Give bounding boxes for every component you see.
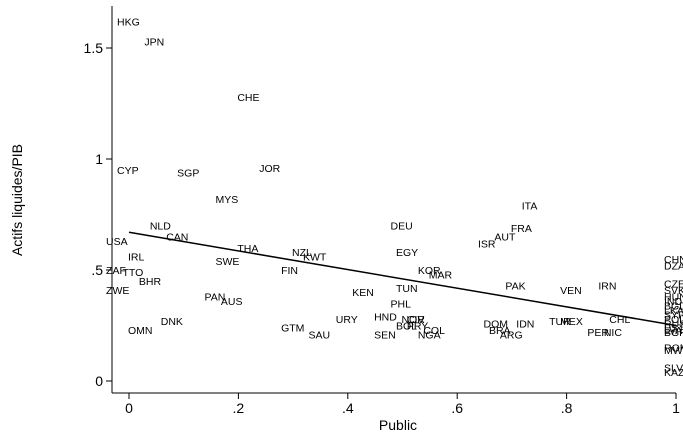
point-label-che: CHE: [237, 92, 259, 104]
point-label-nzl: NZL: [292, 247, 312, 259]
point-label-sen: SEN: [374, 329, 396, 341]
point-label-chn: CHN: [664, 254, 683, 266]
point-label-svk: SVK: [664, 285, 683, 297]
point-label-aus: AUS: [221, 296, 243, 308]
point-label-hkg: HKG: [117, 16, 140, 28]
point-label-nga: NGA: [418, 329, 441, 341]
point-label-tun: TUN: [396, 283, 418, 295]
point-label-aut: AUT: [494, 232, 516, 244]
fit-line-layer: [128, 231, 677, 327]
point-label-cyp: CYP: [117, 165, 139, 177]
point-label-deu: DEU: [391, 221, 413, 233]
point-label-syr: SYR: [664, 309, 683, 321]
x-tick-label: .6: [451, 400, 463, 416]
x-tick-label: 0: [125, 400, 133, 416]
point-label-est: EST: [664, 323, 683, 335]
point-label-jor: JOR: [259, 163, 280, 175]
y-axis-title: Actifs liquides/PIB: [9, 144, 25, 256]
point-label-tha: THA: [237, 243, 258, 255]
point-label-dza: DZA: [664, 261, 683, 273]
point-label-pry: PRY: [407, 321, 428, 333]
point-label-rom: ROM: [664, 343, 683, 355]
point-label-kor: KOR: [418, 265, 441, 277]
fit-line: [128, 231, 677, 327]
x-axis: 0 .2 .4 .6 .8 1: [112, 392, 680, 416]
point-label-omn: OMN: [128, 325, 153, 337]
point-label-egy: EGY: [396, 247, 418, 259]
x-tick-label: .8: [561, 400, 573, 416]
point-label-tto: TTO: [122, 267, 143, 279]
x-tick-label: .2: [233, 400, 245, 416]
point-label-isr: ISR: [478, 238, 496, 250]
x-axis-title: Public: [379, 417, 417, 433]
point-label-nld: NLD: [150, 221, 171, 233]
point-label-arg: ARG: [500, 329, 523, 341]
point-label-dnk: DNK: [161, 316, 183, 328]
point-label-pak: PAK: [505, 281, 525, 293]
point-label-irn: IRN: [598, 281, 616, 293]
point-label-lva: LVA: [664, 325, 682, 337]
point-label-idn: IDN: [516, 318, 534, 330]
y-tick-label: 1.5: [84, 40, 104, 56]
point-label-pol: POL: [664, 314, 683, 326]
point-label-chl: CHL: [609, 314, 630, 326]
y-tick-label: .5: [91, 262, 103, 278]
point-label-phl: PHL: [391, 298, 412, 310]
point-label-can: CAN: [166, 232, 188, 244]
point-label-slv: SLV: [664, 363, 683, 375]
point-label-ind: IND: [664, 296, 683, 308]
point-label-kwt: KWT: [303, 252, 327, 264]
point-label-ken: KEN: [352, 287, 374, 299]
point-label-zwe: ZWE: [106, 285, 129, 297]
point-label-sgp: SGP: [177, 167, 199, 179]
y-tick-label: 0: [95, 373, 103, 389]
x-tick-label: 1: [672, 400, 680, 416]
point-label-fin: FIN: [281, 265, 298, 277]
x-tick-label: .4: [342, 400, 354, 416]
point-label-mys: MYS: [215, 194, 238, 206]
point-label-per: PER: [587, 327, 609, 339]
point-label-ury: URY: [336, 314, 358, 326]
point-label-fra: FRA: [511, 223, 532, 235]
y-tick-label: 1: [95, 151, 103, 167]
point-label-tur: TUR: [549, 316, 571, 328]
point-label-hun: HUN: [664, 292, 683, 304]
point-label-nor: NOR: [401, 314, 425, 326]
point-label-gtm: GTM: [281, 323, 304, 335]
point-label-dom: DOM: [483, 318, 508, 330]
point-label-mar: MAR: [429, 269, 453, 281]
point-label-bgd: BGD: [664, 301, 683, 313]
point-label-pan: PAN: [205, 292, 226, 304]
point-label-rus: RUS: [664, 318, 683, 330]
point-label-zaf: ZAF: [106, 265, 126, 277]
point-label-usa: USA: [106, 236, 128, 248]
point-label-bol: BOL: [396, 321, 417, 333]
point-label-bhr: BHR: [139, 276, 162, 288]
point-label-swe: SWE: [215, 256, 239, 268]
point-label-bra: BRA: [489, 325, 511, 337]
point-label-irl: IRL: [128, 252, 145, 264]
point-label-ven: VEN: [560, 285, 582, 297]
point-label-mex: MEX: [560, 316, 583, 328]
point-label-ita: ITA: [522, 201, 538, 213]
point-label-col: COL: [423, 325, 445, 337]
point-label-lka: LKA: [664, 305, 683, 317]
point-label-mwi: MWI: [664, 345, 683, 357]
point-label-hnd: HND: [374, 312, 397, 324]
point-label-civ: CIV: [407, 314, 425, 326]
point-label-bgr: BGR: [664, 327, 683, 339]
point-label-cze: CZE: [664, 278, 683, 290]
point-label-nic: NIC: [604, 327, 623, 339]
y-axis: 0 .5 1 1.5: [84, 6, 113, 393]
point-label-jpn: JPN: [144, 36, 164, 48]
point-label-kaz: KAZ: [664, 367, 683, 379]
point-label-sau: SAU: [308, 329, 330, 341]
